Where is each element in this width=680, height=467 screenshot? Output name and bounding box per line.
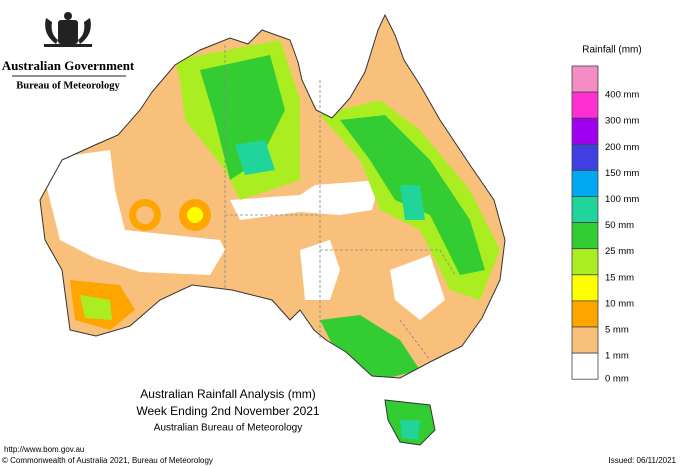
legend-label: 300 mm	[605, 116, 639, 127]
legend-label: 400 mm	[605, 90, 639, 101]
legend-swatch	[571, 169, 599, 197]
footer-copyright: © Commonwealth of Australia 2021, Bureau…	[2, 456, 213, 465]
caption-source: Australian Bureau of Meteorology	[154, 423, 302, 434]
legend-title: Rainfall (mm)	[582, 45, 641, 56]
agency: Australian Government	[2, 58, 135, 73]
legend-swatch	[571, 274, 599, 302]
footer-url: http://www.bom.gov.au	[4, 445, 84, 454]
legend-label: 1 mm	[605, 351, 629, 362]
legend-swatch	[571, 196, 599, 224]
legend-label: 15 mm	[605, 272, 634, 283]
legend-swatch	[571, 91, 599, 119]
legend-label: 50 mm	[605, 220, 634, 231]
legend: 400 mm 300 mm 200 mm 150 mm 100 mm 50 mm 25 mm…	[571, 65, 639, 385]
legend-label: 200 mm	[605, 142, 639, 153]
legend-swatch	[571, 300, 599, 328]
footer-issued: Issued: 06/11/2021	[609, 456, 677, 465]
legend-swatch	[571, 222, 599, 250]
legend-label: 10 mm	[605, 298, 634, 309]
legend-swatch	[571, 117, 599, 145]
crest	[44, 12, 92, 47]
bureau: Bureau of Meteorology	[16, 80, 120, 91]
caption-subtitle: Week Ending 2nd November 2021	[136, 404, 320, 418]
caption-title: Australian Rainfall Analysis (mm)	[140, 387, 315, 401]
legend-label: 100 mm	[605, 194, 639, 205]
legend-label: 0 mm	[605, 374, 629, 385]
legend-label: 150 mm	[605, 168, 639, 179]
rainfall-map	[39, 14, 506, 446]
legend-label: 25 mm	[605, 246, 634, 257]
legend-swatch	[571, 143, 599, 171]
legend-swatch	[571, 65, 599, 93]
legend-swatch	[571, 352, 599, 380]
legend-swatch	[571, 248, 599, 276]
legend-label: 5 mm	[605, 325, 629, 336]
legend-swatch	[571, 326, 599, 354]
